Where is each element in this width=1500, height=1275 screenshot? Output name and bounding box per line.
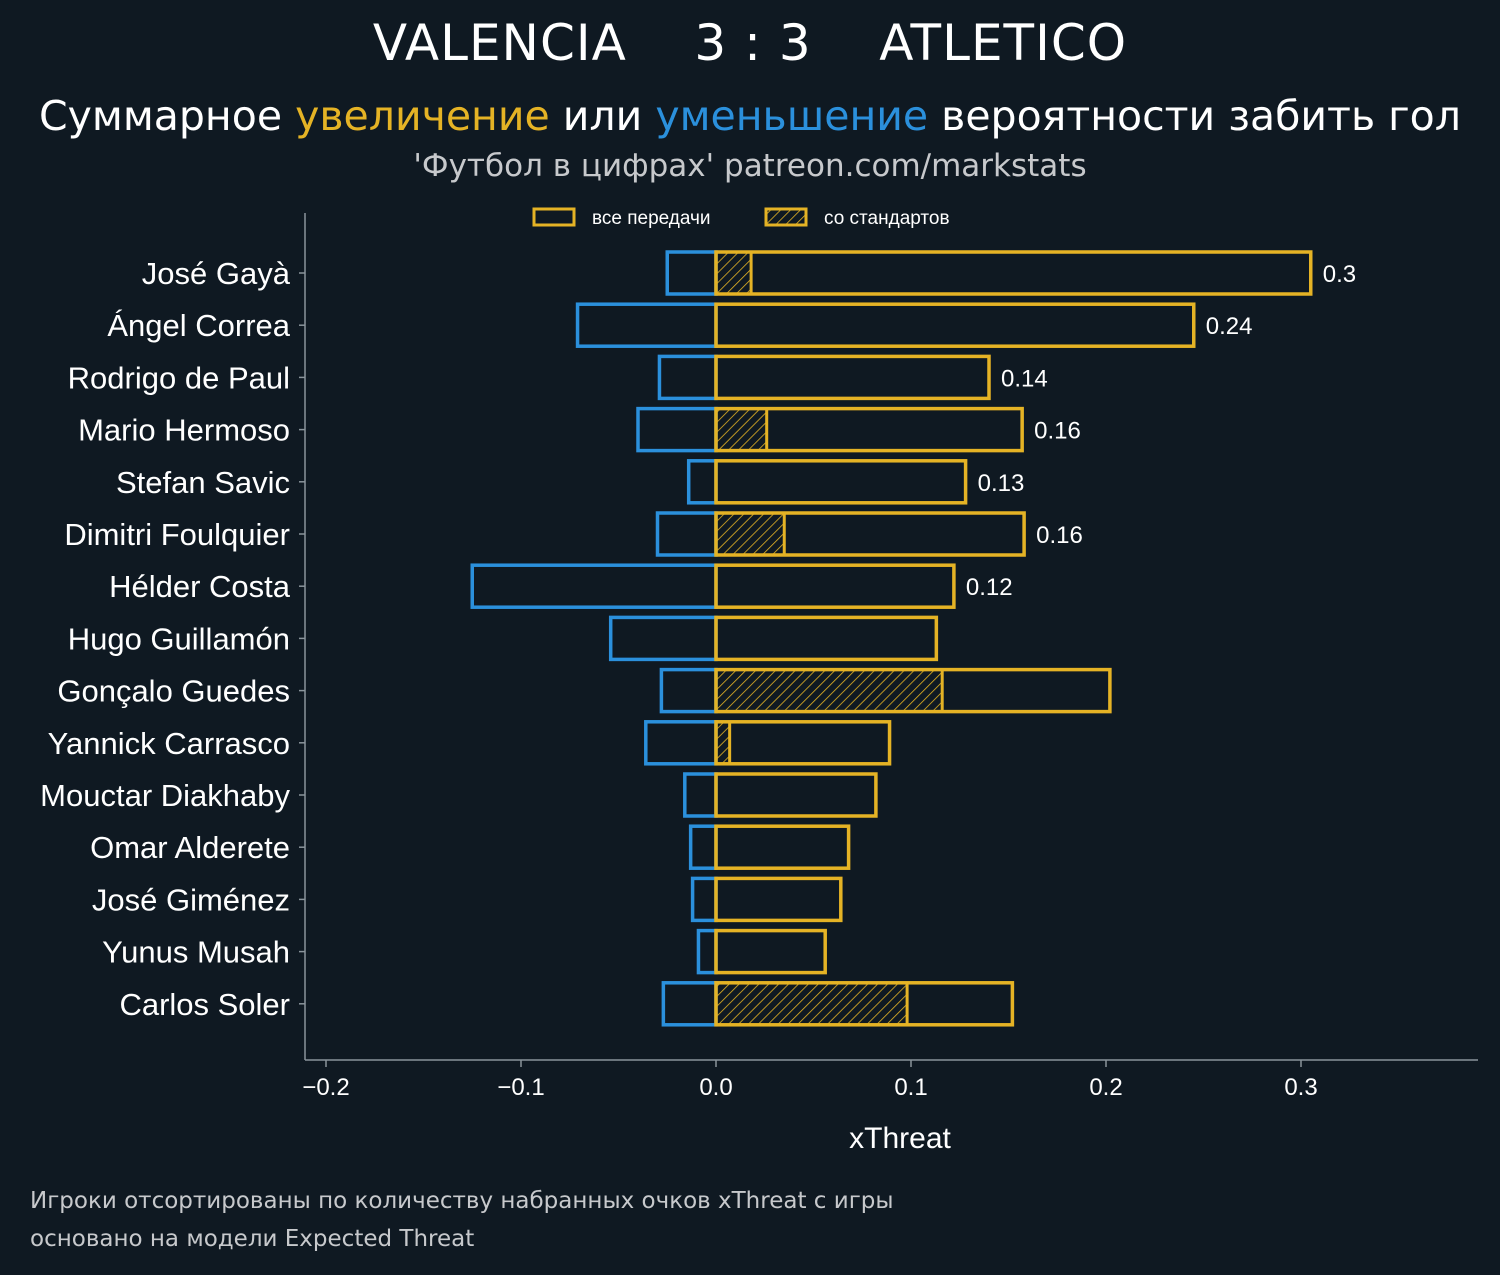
bar-increase — [714, 406, 1024, 453]
data-label: 0.3 — [1323, 261, 1356, 288]
chart-credit: 'Футбол в цифрах' patreon.com/markstats — [413, 148, 1087, 184]
bar-decrease — [686, 459, 718, 505]
x-tick-label: −0.1 — [497, 1074, 544, 1101]
bar-increase — [714, 615, 939, 662]
data-label: 0.16 — [1036, 522, 1083, 549]
bar-increase — [714, 511, 1026, 557]
y-tick-label: Gonçalo Guedes — [57, 674, 290, 709]
bar-decrease — [659, 667, 718, 714]
chart-subtitle: Суммарное увеличение или уменьшение веро… — [0, 92, 1500, 140]
bar-increase — [714, 824, 851, 870]
bar-increase — [714, 459, 968, 505]
bar-set-pieces — [716, 982, 908, 1025]
y-tick-label: Mario Hermoso — [78, 413, 290, 448]
x-tick-label: 0.3 — [1284, 1074, 1317, 1101]
bar-set-pieces — [716, 252, 752, 294]
y-tick-label: Ángel Correa — [107, 308, 290, 343]
y-tick-label: Carlos Soler — [119, 987, 290, 1022]
bar-increase — [714, 981, 1015, 1027]
subtitle-part-1: Суммарное — [39, 92, 296, 140]
legend-label-set-pieces: со стандартов — [824, 208, 950, 229]
bar-decrease — [661, 981, 718, 1027]
bar-set-pieces — [716, 721, 730, 764]
bar-increase — [714, 302, 1196, 348]
y-tick-label: Omar Alderete — [90, 830, 290, 865]
y-tick-label: Yunus Musah — [102, 935, 290, 970]
subtitle-decrease-word: уменьшение — [655, 92, 929, 140]
footnote-sorting: Игроки отсортированы по количеству набра… — [30, 1188, 894, 1214]
bar-decrease — [470, 563, 718, 609]
legend: все передачи со стандартов — [532, 207, 950, 229]
data-label: 0.14 — [1001, 365, 1048, 392]
bar-set-pieces — [716, 408, 767, 451]
bar-increase — [714, 876, 843, 923]
legend-label-all-passes: все передачи — [592, 208, 711, 229]
data-label: 0.13 — [978, 470, 1025, 497]
y-tick-label: Rodrigo de Paul — [68, 360, 290, 395]
x-axis-label: xThreat — [849, 1122, 951, 1155]
bar-decrease — [688, 824, 718, 870]
bar-decrease — [608, 615, 718, 662]
y-tick-label: Dimitri Foulquier — [64, 517, 290, 552]
bar-set-pieces — [716, 513, 785, 555]
bar-decrease — [696, 928, 718, 975]
footnote-model: основано на модели Expected Threat — [30, 1226, 475, 1252]
y-tick-label: José Gayà — [142, 256, 291, 291]
legend-swatch-set-pieces — [764, 207, 808, 227]
bar-increase — [714, 354, 991, 401]
x-tick-label: 0.1 — [894, 1074, 927, 1101]
bar-increase — [714, 772, 878, 818]
bar-increase — [714, 563, 956, 609]
y-tick-label: Hugo Guillamón — [68, 621, 290, 656]
data-label: 0.16 — [1034, 418, 1081, 445]
bar-decrease — [655, 511, 718, 557]
y-tick-label: Hélder Costa — [109, 569, 291, 604]
legend-swatch-all-passes — [532, 207, 576, 227]
bar-decrease — [657, 354, 718, 401]
y-tick-label: Yannick Carrasco — [48, 726, 290, 761]
bar-decrease — [644, 720, 718, 766]
y-tick-label: Stefan Savic — [116, 465, 290, 500]
bar-increase — [714, 667, 1112, 714]
bar-increase — [714, 720, 892, 766]
bar-decrease — [683, 772, 718, 818]
data-label: 0.12 — [966, 574, 1013, 601]
subtitle-increase-word: увеличение — [295, 92, 550, 140]
bar-decrease — [665, 250, 718, 296]
bar-increase — [714, 250, 1313, 296]
chart-title: VALENCIA 3 : 3 ATLETICO — [372, 14, 1128, 72]
subtitle-part-5: вероятности забить гол — [928, 92, 1461, 140]
bar-set-pieces — [716, 669, 943, 712]
x-tick-label: 0.0 — [699, 1074, 732, 1101]
x-tick-label: −0.2 — [302, 1074, 349, 1101]
y-tick-label: Mouctar Diakhaby — [40, 778, 290, 813]
bar-increase — [714, 928, 827, 975]
subtitle-part-3: или — [549, 92, 656, 140]
bar-decrease — [636, 406, 718, 453]
y-tick-label: José Giménez — [92, 882, 290, 917]
data-label: 0.24 — [1206, 313, 1253, 340]
bar-decrease — [690, 876, 718, 923]
x-tick-label: 0.2 — [1089, 1074, 1122, 1101]
bar-decrease — [575, 302, 718, 348]
